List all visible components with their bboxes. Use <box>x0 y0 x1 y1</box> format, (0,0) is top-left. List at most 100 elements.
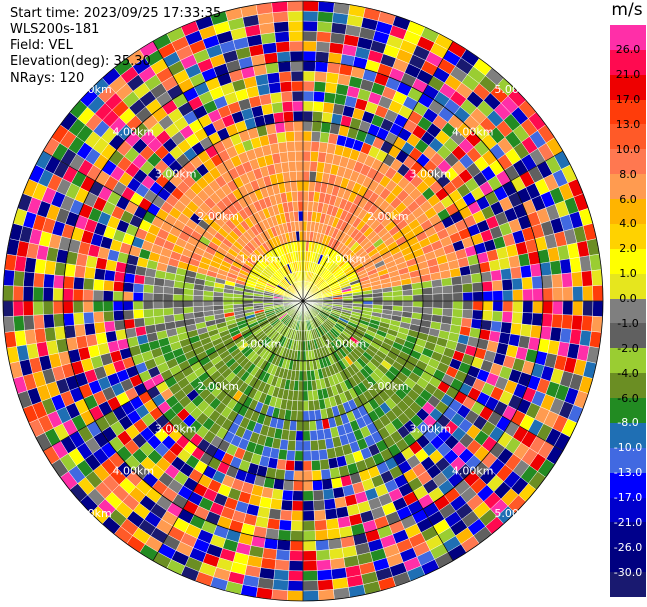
velocity-gate <box>33 314 45 330</box>
velocity-gate <box>268 81 282 94</box>
velocity-gate <box>422 287 434 295</box>
velocity-gate <box>44 260 57 276</box>
velocity-gate <box>302 190 309 202</box>
velocity-gate <box>501 278 513 291</box>
velocity-gate <box>273 569 290 581</box>
velocity-gate <box>266 518 281 530</box>
velocity-gate <box>262 547 278 560</box>
velocity-gate <box>302 50 317 62</box>
velocity-gate <box>302 130 313 142</box>
velocity-gate <box>302 560 318 572</box>
velocity-gate <box>242 300 254 305</box>
velocity-gate <box>302 100 314 112</box>
velocity-gate <box>322 101 335 114</box>
velocity-gate <box>302 210 308 222</box>
colorbar-segment <box>610 298 646 324</box>
velocity-gate <box>273 478 285 491</box>
velocity-gate <box>502 289 514 302</box>
velocity-gate <box>329 32 346 45</box>
velocity-gate <box>162 293 174 302</box>
velocity-gate <box>461 309 473 319</box>
velocity-gate <box>62 288 74 302</box>
velocity-gate <box>143 284 155 294</box>
velocity-gate <box>302 10 319 22</box>
velocity-gate <box>382 291 394 298</box>
colorbar-segment <box>610 248 646 275</box>
velocity-gate <box>274 468 286 481</box>
velocity-gate <box>329 557 346 570</box>
velocity-gate <box>294 450 304 462</box>
field-label: Field: VEL <box>10 38 73 53</box>
colorbar-segment <box>610 25 646 51</box>
velocity-gate <box>324 508 338 521</box>
velocity-gate <box>462 300 474 311</box>
velocity-gate <box>302 120 313 132</box>
velocity-gate <box>152 300 164 310</box>
velocity-gate <box>103 310 115 323</box>
colorbar-segment <box>610 74 646 101</box>
velocity-gate <box>302 370 308 382</box>
velocity-gate <box>502 300 514 313</box>
velocity-gate <box>287 590 304 602</box>
velocity-gate <box>314 519 328 531</box>
range-ring-label: 5.00km <box>70 507 112 520</box>
colorbar-tick-label: -8.0 <box>617 416 639 430</box>
velocity-gate <box>490 320 503 333</box>
velocity-gate <box>422 293 434 302</box>
velocity-gate <box>297 190 304 202</box>
colorbar-segment <box>610 124 646 150</box>
colorbar-tick-label: -2.0 <box>617 341 639 355</box>
colorbar-tick-label: 13.0 <box>615 117 641 131</box>
range-ring-label: 1.00km <box>240 337 282 350</box>
velocity-gate <box>392 290 404 297</box>
velocity-gate <box>323 498 337 511</box>
velocity-gate <box>302 540 317 552</box>
velocity-gate <box>402 295 414 302</box>
azimuth-line <box>302 41 454 302</box>
velocity-gate <box>288 570 304 582</box>
velocity-gate <box>122 300 134 311</box>
velocity-gate <box>173 313 185 322</box>
velocity-gate <box>33 272 45 288</box>
velocity-gate <box>291 500 304 512</box>
velocity-gate <box>83 322 96 336</box>
velocity-gate <box>302 480 314 492</box>
velocity-gate <box>294 440 304 452</box>
velocity-gate <box>291 90 304 102</box>
azimuth-line <box>302 300 454 561</box>
velocity-gate <box>472 300 484 311</box>
velocity-gate <box>123 309 135 321</box>
velocity-gate <box>592 300 604 317</box>
velocity-gate <box>82 289 94 302</box>
velocity-gate <box>299 230 304 242</box>
velocity-gate <box>152 285 164 294</box>
velocity-gate <box>192 306 204 313</box>
velocity-gate <box>422 307 434 315</box>
velocity-gate <box>286 449 296 461</box>
velocity-gate <box>532 300 544 314</box>
range-ring-label: 5.00km <box>70 83 112 96</box>
velocity-gate <box>572 300 584 316</box>
velocity-gate <box>73 312 85 326</box>
velocity-gate <box>317 439 327 451</box>
velocity-gate <box>93 267 106 281</box>
velocity-gate <box>295 430 304 442</box>
velocity-gate <box>323 91 337 104</box>
velocity-gate <box>288 560 304 572</box>
velocity-gate <box>282 479 294 491</box>
velocity-gate <box>310 440 319 452</box>
velocity-gate <box>315 549 331 561</box>
colorbar-tick-label: -26.0 <box>613 540 643 554</box>
nrays-label: NRays: 120 <box>10 71 85 86</box>
velocity-gate <box>302 380 308 392</box>
velocity-gate <box>302 390 309 402</box>
elevation-label: Elevation(deg): 35.30 <box>10 54 151 69</box>
colorbar-segment <box>610 323 646 349</box>
velocity-gate <box>276 51 291 63</box>
colorbar-tick-label: -6.0 <box>617 391 639 405</box>
velocity-gate <box>531 312 543 327</box>
velocity-gate <box>492 290 504 302</box>
velocity-gate <box>302 410 310 422</box>
velocity-gate <box>450 275 463 286</box>
velocity-gate <box>282 171 291 183</box>
